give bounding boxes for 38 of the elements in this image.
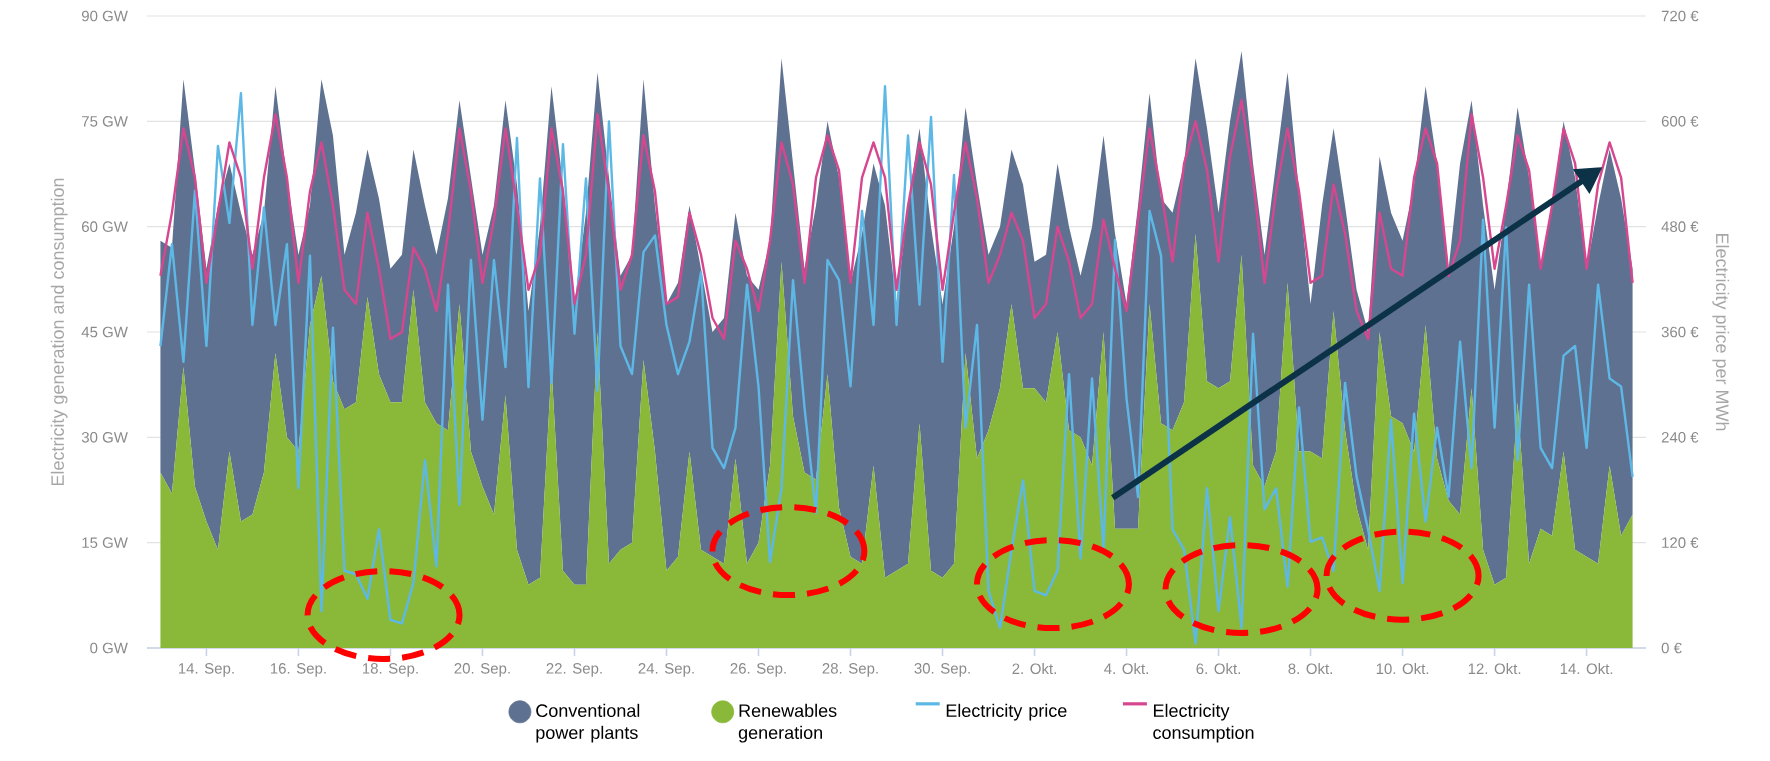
x-tick-label: 8. Okt.: [1288, 663, 1332, 675]
y2-tick-label: 480 €: [1661, 221, 1699, 232]
y-tick-label: 45 GW: [81, 326, 128, 338]
y-tick-label: 0 GW: [90, 642, 128, 654]
x-tick-label: 28. Sep.: [822, 663, 878, 677]
y2-tick-label: 360 €: [1661, 326, 1699, 338]
y2-tick-label: 120 €: [1662, 537, 1699, 548]
x-tick-label: 2. Okt.: [1012, 663, 1056, 675]
y2-tick-label: 600 €: [1661, 116, 1699, 127]
legend-label: Electricity consumption: [1153, 703, 1254, 743]
x-tick-label: 26. Sep.: [730, 663, 786, 677]
legend-label: Conventional power plants: [536, 703, 640, 743]
x-tick-label: 30. Sep.: [914, 663, 970, 677]
x-tick-label: 16. Sep.: [270, 663, 326, 677]
x-tick-label: 24. Sep.: [638, 663, 694, 677]
y-tick-label: 15 GW: [82, 537, 128, 548]
y2-axis-title: Electricity price per MWh: [1712, 233, 1730, 431]
x-tick-label: 20. Sep.: [454, 663, 510, 677]
y2-tick-label: 240 €: [1661, 432, 1699, 443]
x-tick-label: 4. Okt.: [1104, 663, 1148, 675]
y-tick-label: 60 GW: [82, 221, 128, 232]
legend-label: Renewables generation: [738, 703, 837, 743]
x-tick-label: 22. Sep.: [546, 663, 602, 677]
x-tick-label: 14. Sep.: [178, 663, 234, 677]
y2-tick-label: 720 €: [1661, 10, 1699, 22]
y-tick-label: 90 GW: [81, 10, 128, 22]
line-series: [159, 99, 1634, 341]
legend-label: Electricity price: [946, 703, 1067, 721]
x-tick-label: 10. Okt.: [1376, 663, 1429, 675]
x-tick-label: 18. Sep.: [362, 663, 418, 677]
y-tick-label: 75 GW: [82, 116, 128, 127]
y-axis-title: Electricity generation and consumption: [50, 178, 68, 486]
x-tick-label: 14. Okt.: [1560, 663, 1613, 675]
y2-tick-label: 0 €: [1661, 642, 1682, 654]
x-tick-label: 6. Okt.: [1196, 663, 1240, 675]
x-tick-label: 12. Okt.: [1468, 663, 1521, 675]
line-series: [159, 85, 1634, 645]
y-tick-label: 30 GW: [81, 432, 128, 443]
